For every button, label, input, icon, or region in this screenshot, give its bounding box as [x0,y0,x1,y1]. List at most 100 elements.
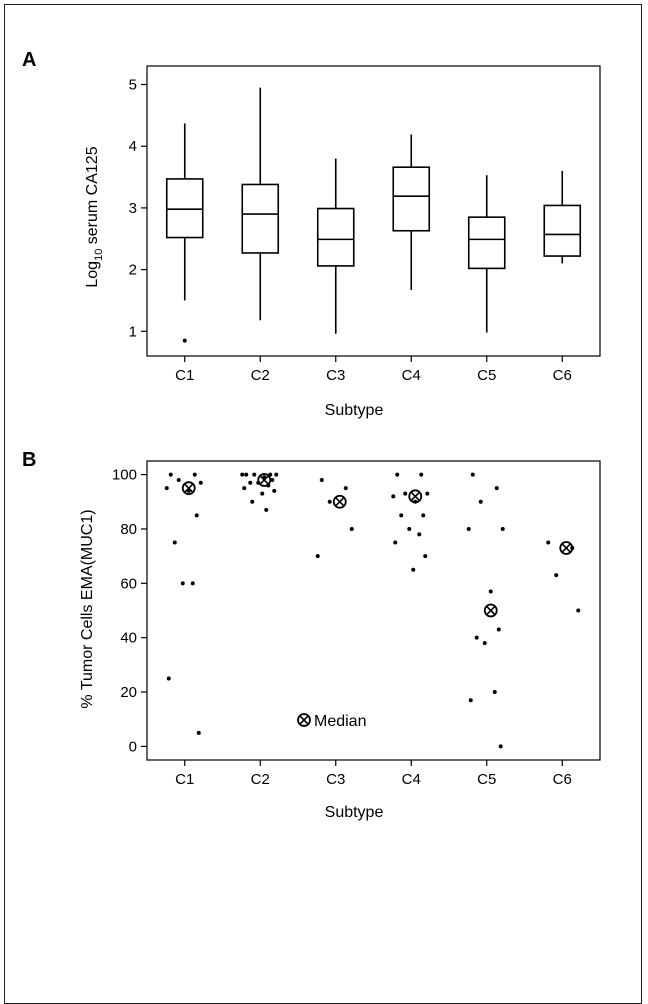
box-C4 [392,134,431,290]
median-cross [485,605,496,616]
data-point [496,627,501,632]
panel-a-plot-frame [146,65,601,357]
panel-b-label: B [22,449,36,471]
x-tick-label: C3 [326,367,345,384]
data-point [242,486,247,491]
x-tick-label: C5 [477,771,496,788]
data-point [470,472,475,477]
median-cross [259,475,270,485]
data-point [554,573,559,578]
x-tick-label: C2 [251,367,270,384]
data-point [166,676,171,681]
data-point [248,480,253,485]
data-point [488,589,493,594]
data-point [270,478,275,483]
median-legend-label: Median [314,713,366,730]
data-point [468,698,473,703]
x-tick-label: C1 [175,367,194,384]
data-point [421,513,426,518]
median-marker-C5 [483,603,498,618]
y-tick-label: 100 [112,467,137,484]
y-tick-label: 40 [120,630,137,647]
panel-b-plot-frame [146,460,601,761]
points-C4 [391,472,430,572]
data-point [315,554,320,559]
panel-a-label: A [22,49,36,71]
panel-b-scatter: 0 20 40 60 80 100 C1 C2 C3 C4 C5 C6 [112,460,601,788]
y-tick-label: 3 [129,200,137,217]
data-point [474,635,479,640]
ylabel-subscript: 10 [93,249,105,261]
x-tick-label: C6 [553,367,572,384]
data-point [264,507,269,512]
ylabel-main: Log [84,261,101,288]
data-point [192,472,197,477]
data-point [343,486,348,491]
median-circle [559,541,574,555]
iqr-box [392,166,431,232]
median-marker-C1 [181,481,196,496]
data-point [411,567,416,572]
data-point [391,494,396,499]
panel-b-y-axis-title: % Tumor Cells EMA(MUC1) [79,509,96,708]
median-circle [257,473,272,487]
data-point [576,608,581,613]
iqr-box [467,216,506,270]
y-tick-label: 0 [129,738,137,755]
data-point [399,513,404,518]
median-marker-C4 [408,489,423,504]
median-cross [561,543,572,553]
outlier-point [182,338,187,343]
points-C5 [466,472,505,749]
box-C1 [165,123,204,301]
data-point [194,513,199,518]
data-point [190,581,195,586]
median-marker-C3 [332,494,347,509]
box-C6 [543,170,582,264]
data-point [172,540,177,545]
data-point [403,491,408,496]
iqr-box [543,204,582,257]
x-tick-label: C4 [402,367,421,384]
data-point [252,472,257,477]
data-point [250,499,255,504]
data-point [196,730,201,735]
median-circle [408,489,423,504]
points-C1 [164,472,203,735]
data-point [407,526,412,531]
data-point [494,486,499,491]
data-point [466,526,471,531]
x-tick-label: C2 [251,771,270,788]
data-point [327,499,332,504]
iqr-box [165,178,204,239]
box-C2 [241,87,280,321]
data-point [478,499,483,504]
data-point [168,472,173,477]
data-point [395,472,400,477]
y-tick-label: 5 [129,77,137,94]
box-C3 [316,158,355,334]
x-tick-label: C1 [175,771,194,788]
data-point [482,641,487,646]
median-cross [183,483,194,493]
panel-a-y-axis-title: Log10 serum CA125 [84,146,105,287]
median-circle [483,603,498,618]
data-point [393,540,398,545]
points-C3 [315,478,354,559]
median-legend-icon [297,713,311,727]
data-point [274,472,279,477]
data-point [546,540,551,545]
data-point [423,554,428,559]
data-point [500,526,505,531]
data-point [176,478,181,483]
data-point [164,486,169,491]
y-tick-label: 80 [120,521,137,538]
ylabel-rest: serum CA125 [84,146,101,248]
data-point [260,491,265,496]
y-tick-label: 20 [120,684,137,701]
data-point [492,690,497,695]
panel-b-x-axis-title: Subtype [325,804,384,821]
x-tick-label: C3 [326,771,345,788]
median-circle [181,481,196,496]
median-marker-C2 [257,473,272,487]
